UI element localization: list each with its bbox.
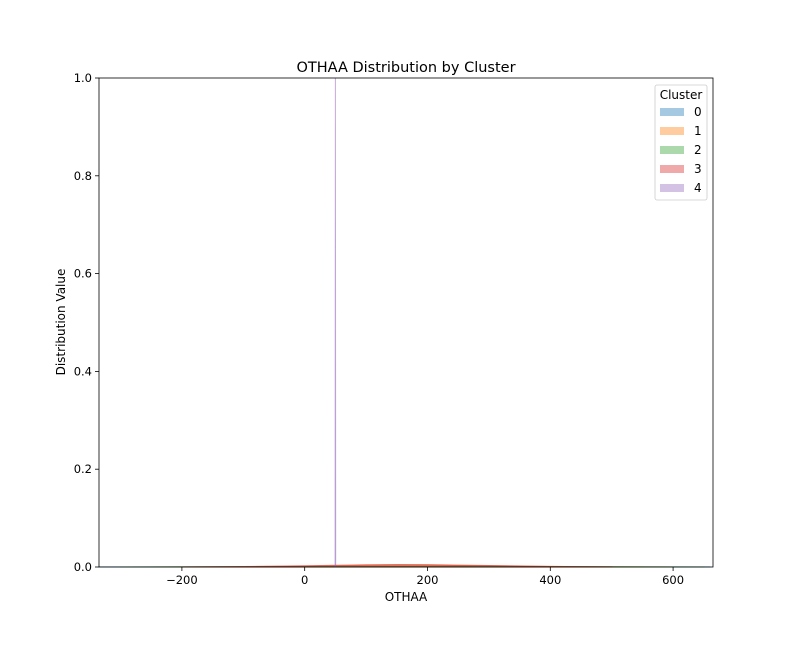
legend-title: Cluster [660, 88, 703, 102]
x-tick-label: 600 [662, 573, 684, 587]
y-tick-label: 0.8 [74, 169, 92, 183]
y-axis-label: Distribution Value [54, 269, 68, 376]
chart-title: OTHAA Distribution by Cluster [296, 60, 515, 76]
x-axis-label: OTHAA [385, 590, 428, 604]
plot-background [99, 78, 713, 567]
legend-label-3: 3 [694, 162, 702, 176]
y-axis: 0.0 0.2 0.4 0.6 0.8 1.0 [74, 71, 99, 574]
legend-label-2: 2 [694, 143, 702, 157]
legend-swatch-2 [660, 146, 684, 154]
plot-frame [98, 77, 714, 568]
legend-box [654, 84, 708, 201]
y-tick-label: 0.0 [74, 560, 92, 574]
x-tick-label: 0 [301, 573, 308, 587]
legend-label-4: 4 [694, 181, 702, 195]
x-tick-label: −200 [166, 573, 198, 587]
legend-items: 0 1 2 3 4 [660, 105, 702, 195]
legend-swatch-0 [660, 108, 684, 116]
y-tick-label: 0.4 [74, 364, 92, 378]
legend-swatch-1 [660, 127, 684, 135]
y-tick-label: 0.2 [74, 462, 92, 476]
legend: Cluster 0 1 2 3 4 [654, 84, 708, 201]
series-area-4 [334, 77, 337, 568]
x-tick-label: 200 [417, 573, 439, 587]
x-axis: −200 0 200 400 600 [166, 567, 684, 587]
y-tick-label: 1.0 [74, 71, 92, 85]
legend-label-0: 0 [694, 105, 702, 119]
y-tick-label: 0.6 [74, 267, 92, 281]
x-tick-label: 400 [539, 573, 561, 587]
legend-swatch-3 [660, 165, 684, 173]
legend-label-1: 1 [694, 124, 702, 138]
legend-swatch-4 [660, 184, 684, 192]
